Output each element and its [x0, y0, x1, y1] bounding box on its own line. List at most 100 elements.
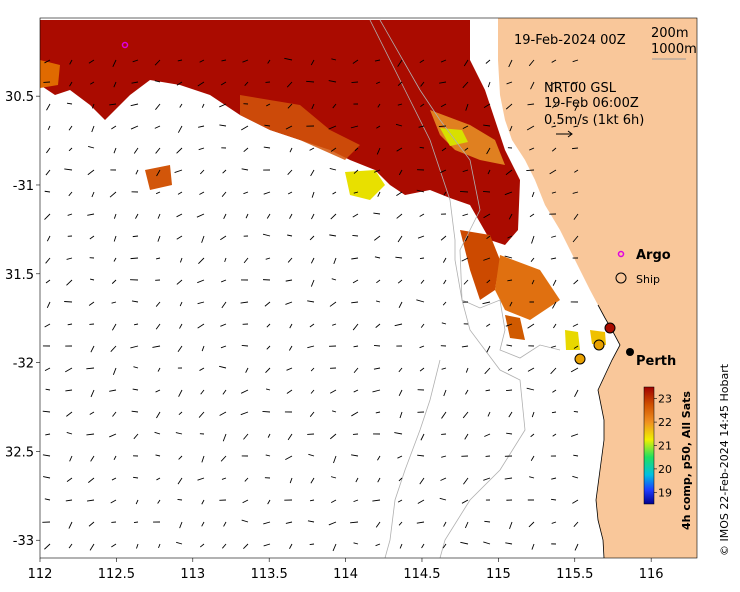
current-arrow	[285, 301, 293, 305]
current-arrow	[441, 455, 447, 458]
current-arrow	[396, 147, 403, 152]
current-arrow	[487, 411, 491, 417]
current-arrow	[222, 169, 227, 174]
current-arrow	[265, 454, 271, 457]
y-tick-label: 31.5	[5, 268, 34, 283]
y-tick-label: -32	[13, 357, 34, 372]
current-arrow	[572, 59, 579, 63]
current-arrow	[111, 477, 117, 481]
current-arrow	[245, 367, 249, 373]
current-arrow	[483, 257, 491, 261]
current-arrow	[112, 411, 117, 417]
current-arrow	[551, 235, 557, 238]
current-arrow	[310, 59, 315, 66]
current-arrow	[131, 410, 139, 413]
current-arrow	[130, 125, 139, 130]
current-arrow	[46, 103, 51, 111]
current-arrow	[396, 213, 403, 219]
current-arrow	[373, 345, 381, 347]
current-arrow	[462, 81, 469, 89]
current-arrow	[329, 301, 337, 307]
scale-arrow-icon	[556, 130, 573, 138]
current-arrow	[221, 477, 227, 480]
current-arrow	[442, 301, 447, 306]
current-arrow	[372, 499, 381, 502]
current-arrow	[309, 499, 315, 502]
current-arrow	[486, 147, 491, 155]
current-arrow	[552, 301, 557, 309]
current-arrow	[221, 191, 227, 197]
current-arrow	[46, 301, 51, 308]
current-arrow	[420, 279, 425, 284]
x-tick-label: 116	[639, 567, 664, 582]
current-arrow	[176, 147, 183, 154]
current-arrow	[440, 59, 447, 63]
current-arrow	[90, 389, 95, 398]
current-arrow	[265, 257, 271, 260]
current-arrow	[154, 125, 161, 129]
current-arrow	[155, 389, 161, 393]
current-arrow	[509, 125, 513, 132]
current-arrow	[135, 213, 139, 219]
current-arrow	[483, 477, 491, 481]
current-arrow	[309, 147, 315, 151]
current-arrow	[377, 191, 381, 197]
current-arrow	[65, 367, 73, 373]
x-tick-label: 114.5	[403, 567, 440, 582]
current-arrow	[551, 125, 557, 128]
current-arrow	[462, 213, 469, 217]
contour-legend-200m: 200m	[651, 26, 688, 41]
current-arrow	[289, 477, 293, 484]
current-arrow	[265, 367, 271, 373]
current-arrow	[574, 543, 579, 551]
current-arrow	[177, 345, 183, 353]
current-arrow	[483, 541, 491, 545]
current-arrow	[285, 521, 293, 524]
current-arrow	[201, 103, 205, 108]
current-arrow	[551, 477, 557, 480]
current-arrow	[574, 103, 579, 112]
current-arrow	[201, 235, 205, 243]
current-arrow	[199, 543, 205, 548]
current-arrow	[463, 279, 469, 285]
current-arrow	[287, 234, 293, 237]
current-arrow	[310, 367, 315, 372]
current-arrow	[506, 344, 513, 347]
current-arrow	[351, 81, 359, 83]
colorbar-tick-label: 23	[658, 393, 672, 406]
current-arrow	[177, 498, 183, 501]
current-arrow	[376, 147, 381, 155]
current-arrow	[416, 521, 425, 524]
current-arrow	[505, 169, 513, 176]
current-arrow	[133, 323, 139, 326]
current-arrow	[440, 235, 447, 241]
current-arrow	[88, 59, 95, 64]
current-arrow	[44, 213, 51, 220]
current-arrow	[42, 410, 51, 413]
sst-field	[40, 20, 606, 350]
current-arrow	[66, 477, 73, 482]
current-arrow	[486, 279, 491, 284]
current-arrow	[483, 213, 491, 219]
current-arrow	[178, 411, 183, 415]
colorbar: 23 22 21 20 19 4h comp, p50, All Sats	[643, 386, 693, 530]
current-arrow	[243, 257, 249, 264]
current-arrow	[111, 543, 117, 548]
current-arrow	[443, 389, 447, 397]
current-arrow	[243, 191, 249, 195]
perth-marker	[626, 348, 634, 356]
current-arrow	[244, 81, 249, 86]
current-arrow	[42, 454, 51, 457]
current-arrow	[88, 301, 95, 306]
current-arrow	[133, 147, 139, 154]
current-arrow	[154, 431, 161, 435]
current-arrow	[69, 455, 73, 462]
current-arrow	[352, 279, 359, 284]
current-arrow	[289, 323, 293, 329]
current-arrow	[66, 257, 73, 260]
sst-orange-patch-small	[505, 315, 525, 340]
current-arrow	[440, 103, 447, 108]
current-arrow	[330, 476, 337, 479]
current-arrow	[527, 367, 535, 372]
current-arrow	[529, 476, 535, 479]
